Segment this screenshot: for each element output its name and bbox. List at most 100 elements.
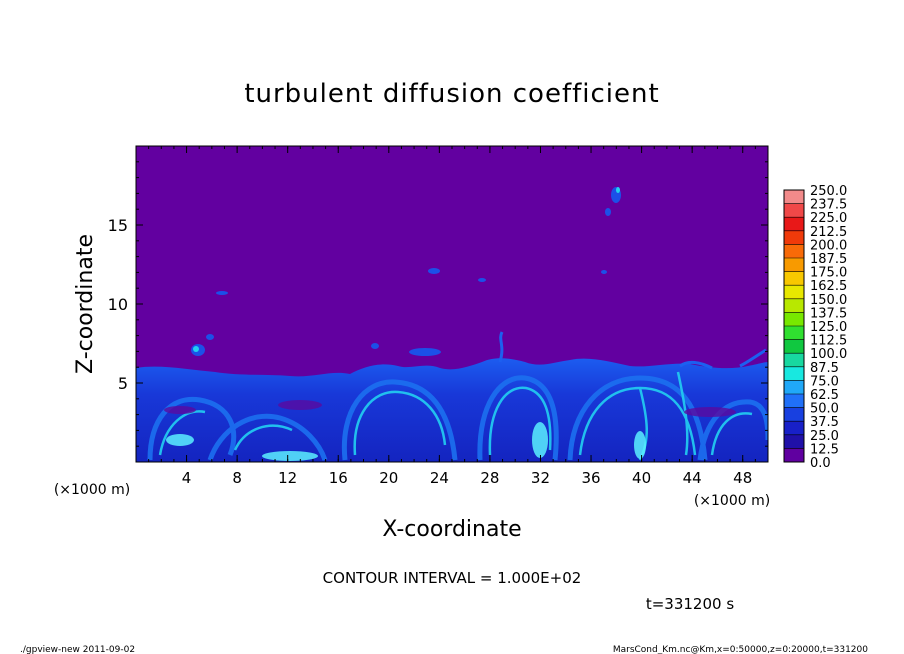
colorbar-label: 162.5 <box>810 279 847 294</box>
pocket-2 <box>684 407 736 417</box>
hotspot-4 <box>166 434 194 446</box>
patch-9 <box>601 270 607 274</box>
x-tick-label: 20 <box>379 469 398 487</box>
x-axis-ticks: 4 8 12 16 20 24 28 32 36 40 44 48 <box>148 146 756 487</box>
eddy-bright-6 <box>710 412 753 456</box>
colorbar-label: 87.5 <box>810 361 839 376</box>
colorbar-label: 225.0 <box>810 211 847 226</box>
colorbar-label: 175.0 <box>810 266 847 281</box>
colorbar-swatch <box>784 448 804 463</box>
contour-interval-label: CONTOUR INTERVAL = 1.000E+02 <box>323 569 582 587</box>
patch-7 <box>605 208 611 216</box>
patch-bright-1 <box>193 346 199 352</box>
x-tick-label: 8 <box>232 469 242 487</box>
patch-8 <box>478 278 486 282</box>
colorbar-label: 37.5 <box>810 415 839 430</box>
plume-1 <box>498 331 504 363</box>
y-tick-label: 5 <box>118 374 128 393</box>
colorbar-label: 0.0 <box>810 456 831 471</box>
pocket-3 <box>164 406 196 414</box>
colorbar-label: 212.5 <box>810 225 847 240</box>
x-tick-label: 12 <box>278 469 297 487</box>
colorbar-label: 150.0 <box>810 293 847 308</box>
x-axis-unit-right: (×1000 m) <box>694 493 770 509</box>
eddy-bright-8 <box>676 371 689 456</box>
colorbar-label: 237.5 <box>810 198 847 213</box>
colorbar-label: 12.5 <box>810 442 839 457</box>
colorbar-label: 112.5 <box>810 334 847 349</box>
y-axis-label: Z-coordinate <box>73 234 98 374</box>
colorbar-swatch <box>784 434 804 449</box>
colorbar-label: 25.0 <box>810 429 839 444</box>
y-tick-label: 15 <box>108 216 128 235</box>
x-tick-label: 44 <box>683 469 702 487</box>
eddy-bright-4 <box>488 386 552 456</box>
colorbar-label: 50.0 <box>810 402 839 417</box>
x-tick-label: 40 <box>632 469 651 487</box>
x-tick-label: 48 <box>733 469 752 487</box>
colorbar-swatch <box>784 394 804 409</box>
hotspot-1 <box>262 451 318 461</box>
colorbar-label: 100.0 <box>810 347 847 362</box>
colorbar-label: 62.5 <box>810 388 839 403</box>
colorbar-swatch <box>784 366 804 381</box>
eddy-bright-3 <box>353 390 447 456</box>
y-tick-label: 10 <box>108 295 128 314</box>
colorbar-swatch <box>784 190 804 205</box>
time-label: t=331200 s <box>646 595 734 613</box>
colorbar-swatch <box>784 339 804 354</box>
colorbar-swatch <box>784 298 804 313</box>
eddy-5 <box>567 375 708 461</box>
colorbar-swatch <box>784 421 804 436</box>
x-tick-label: 28 <box>480 469 499 487</box>
x-tick-label: 36 <box>581 469 600 487</box>
eddy-2 <box>207 413 328 461</box>
eddy-1 <box>147 396 237 461</box>
colorbar-label: 75.0 <box>810 374 839 389</box>
plume-3 <box>739 348 767 368</box>
colorbar-swatch <box>784 244 804 259</box>
colorbar-swatch <box>784 353 804 368</box>
eddy-6 <box>697 399 768 461</box>
eddy-3 <box>341 379 458 461</box>
patch-6 <box>371 343 379 349</box>
x-tick-label: 4 <box>182 469 192 487</box>
colorbar-swatch <box>784 312 804 327</box>
colorbar-swatch <box>784 271 804 286</box>
colorbar-swatch <box>784 203 804 218</box>
footer-left: ./gpview-new 2011-09-02 <box>20 645 135 654</box>
hotspot-3 <box>634 431 646 459</box>
x-axis-label: X-coordinate <box>382 517 521 542</box>
colorbar-label: 125.0 <box>810 320 847 335</box>
plume-2 <box>679 360 713 370</box>
patch-2 <box>409 348 441 356</box>
colorbar-swatch <box>784 258 804 273</box>
colorbar-label: 187.5 <box>810 252 847 267</box>
colorbar-swatch <box>784 326 804 341</box>
colorbar-label: 137.5 <box>810 306 847 321</box>
colorbar-swatch <box>784 285 804 300</box>
colorbar-swatch <box>784 380 804 395</box>
patch-bright-2 <box>616 187 620 193</box>
plot-area <box>136 146 768 462</box>
x-tick-label: 24 <box>430 469 449 487</box>
eddy-bright-1 <box>158 410 206 456</box>
eddy-4 <box>477 375 559 461</box>
patch-4 <box>428 268 440 274</box>
patch-10 <box>206 334 214 340</box>
hotspot-2 <box>532 422 548 458</box>
x-tick-label: 16 <box>329 469 348 487</box>
eddy-bright-2 <box>233 424 293 451</box>
x-tick-label: 32 <box>531 469 550 487</box>
colorbar-label: 200.0 <box>810 238 847 253</box>
footer-right: MarsCond_Km.nc@Km,x=0:50000,z=0:20000,t=… <box>613 645 868 654</box>
colorbar-label: 250.0 <box>810 184 847 199</box>
pocket-1 <box>278 400 322 410</box>
colorbar-swatch <box>784 217 804 232</box>
patch-5 <box>216 291 228 295</box>
colorbar-swatch <box>784 407 804 422</box>
colorbar: 250.0237.5225.0212.5200.0187.5175.0162.5… <box>783 184 847 471</box>
x-axis-unit-left: (×1000 m) <box>54 482 130 498</box>
colorbar-swatch <box>784 230 804 245</box>
